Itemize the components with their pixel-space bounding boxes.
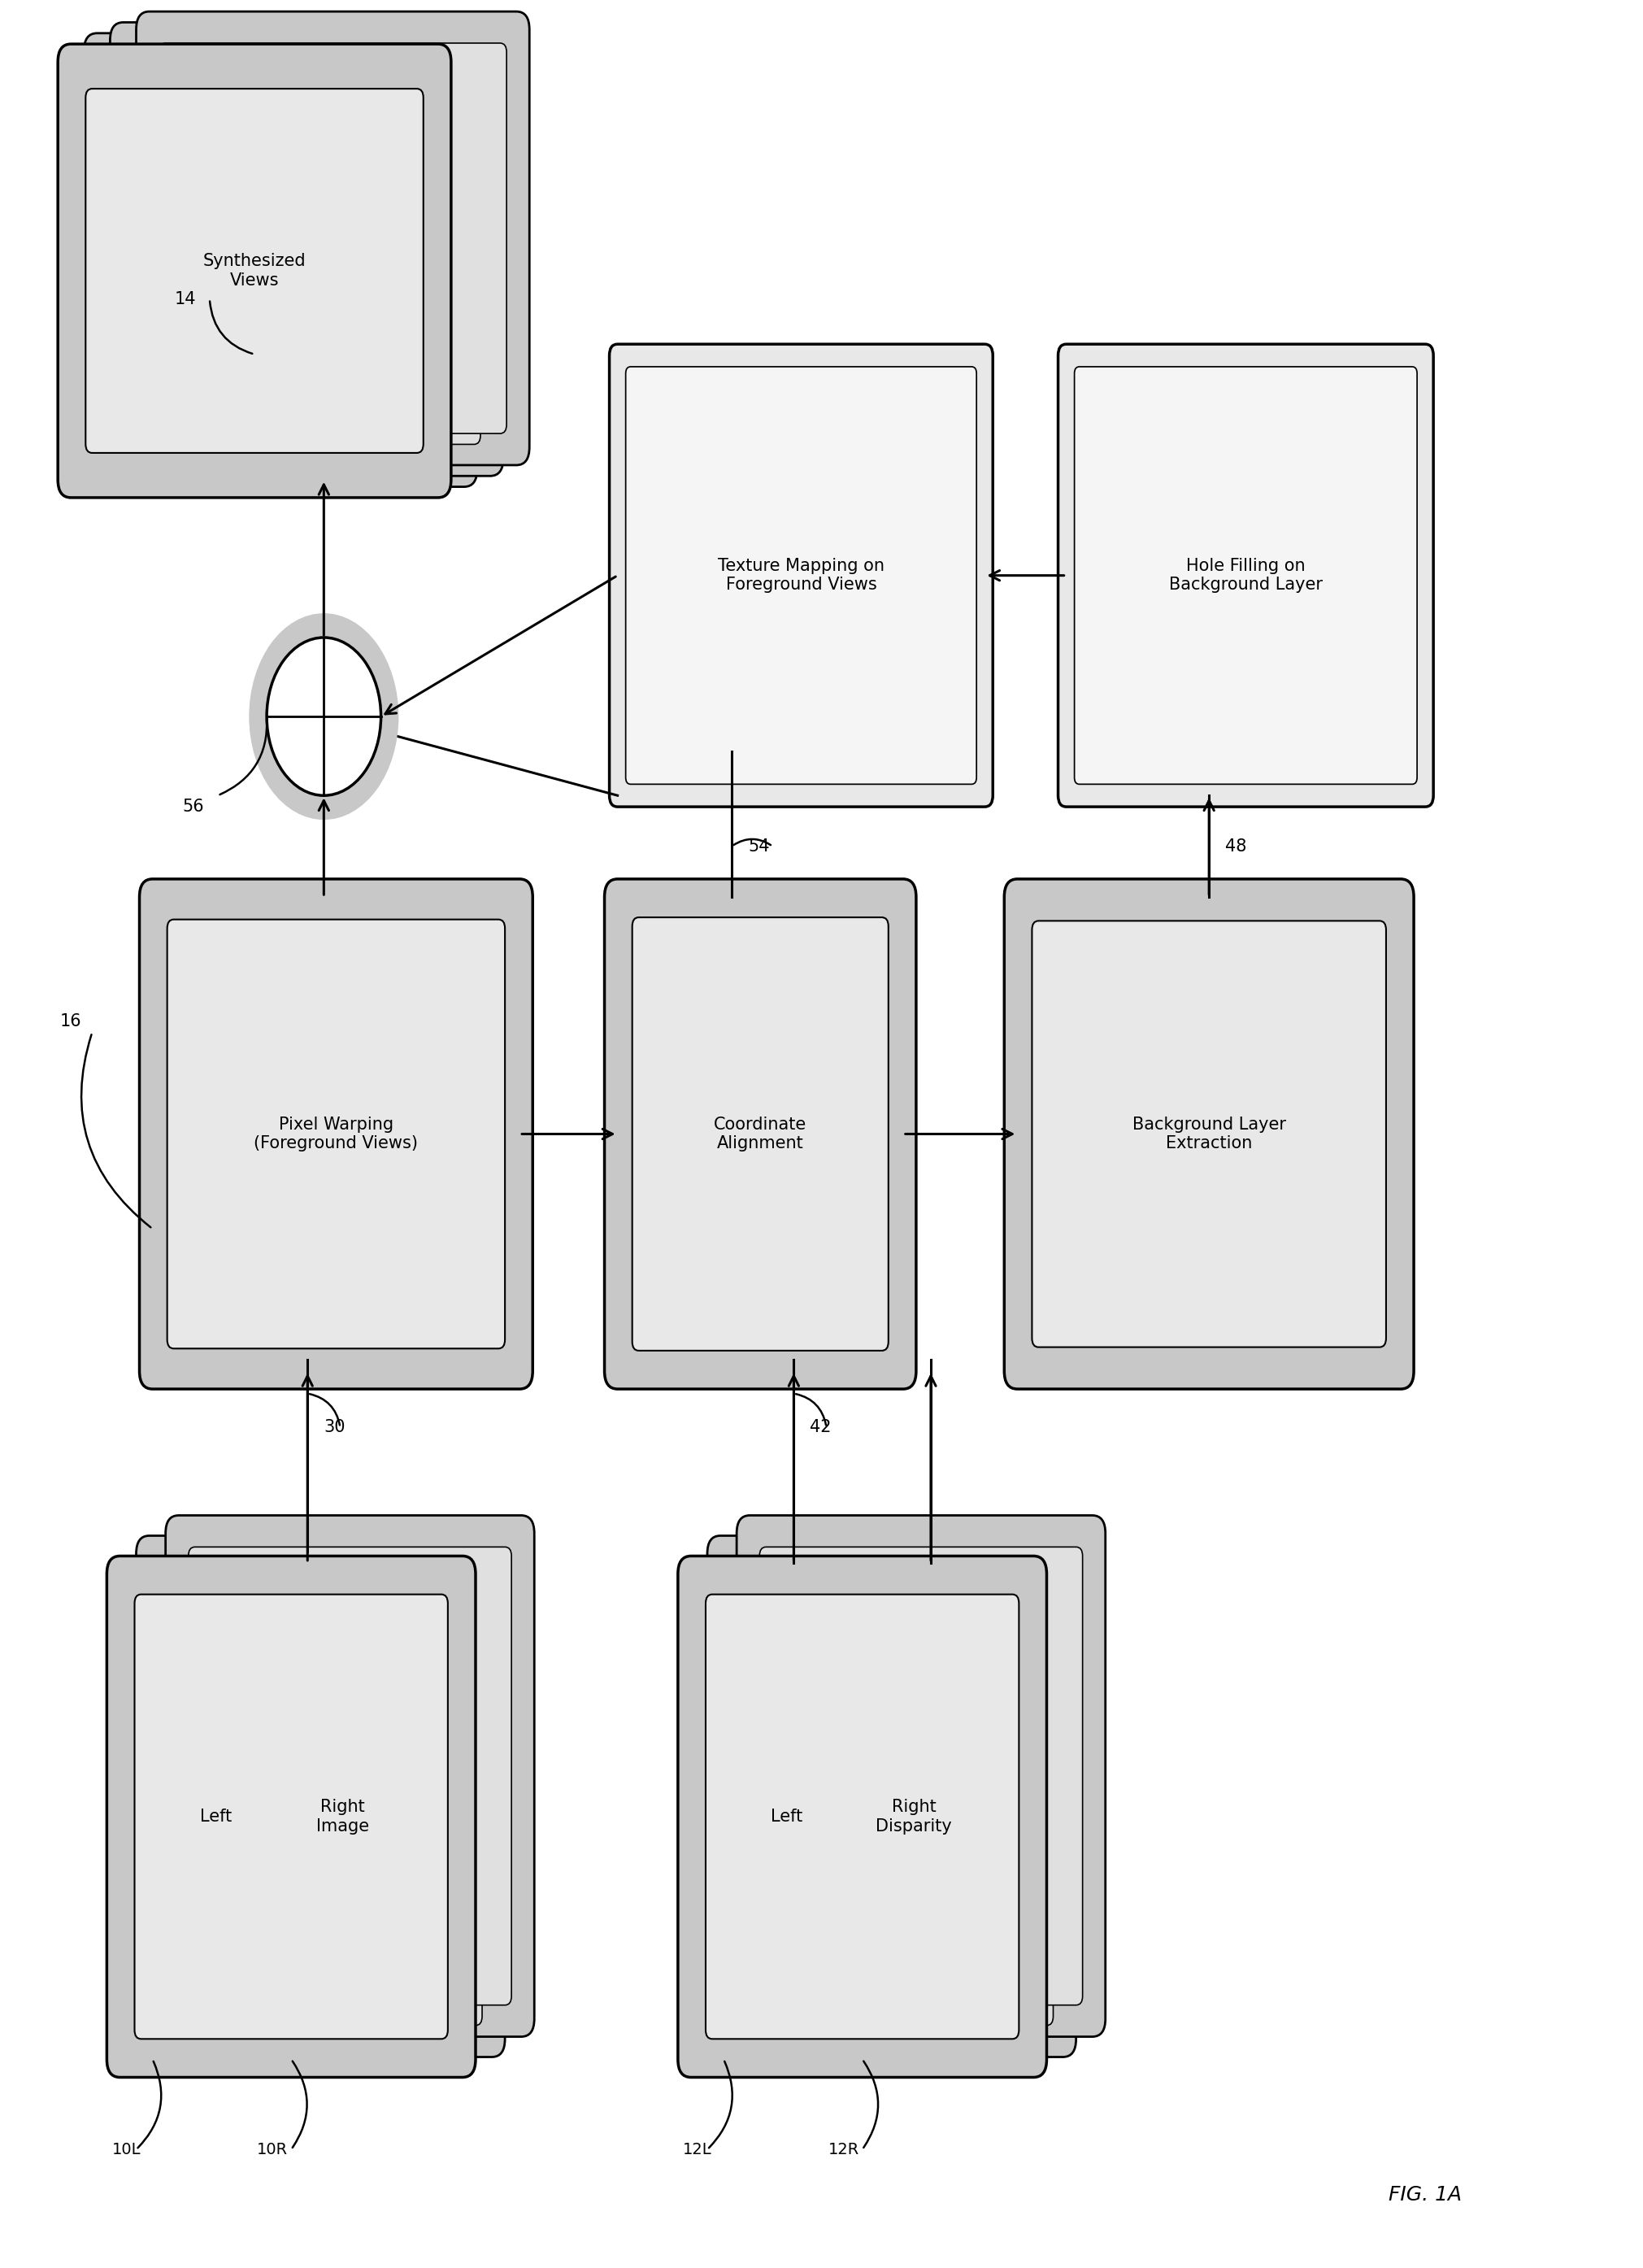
Text: Pixel Warping
(Foreground Views): Pixel Warping (Foreground Views) [255,1116,419,1152]
Text: Left: Left [771,1808,803,1826]
FancyBboxPatch shape [1032,921,1387,1347]
Text: Left: Left [200,1808,232,1826]
FancyBboxPatch shape [626,367,976,785]
FancyBboxPatch shape [1058,345,1433,807]
Circle shape [250,615,398,819]
FancyBboxPatch shape [107,66,455,456]
Text: 30: 30 [324,1420,345,1436]
FancyBboxPatch shape [168,919,504,1349]
FancyBboxPatch shape [736,1515,1106,2037]
FancyBboxPatch shape [136,11,529,465]
FancyBboxPatch shape [159,1567,481,2025]
FancyBboxPatch shape [605,880,917,1388]
FancyBboxPatch shape [140,880,532,1388]
Text: FIG. 1A: FIG. 1A [1388,2184,1462,2204]
FancyBboxPatch shape [729,1567,1053,2025]
Text: 12L: 12L [683,2141,711,2157]
FancyBboxPatch shape [166,1515,534,2037]
Text: 16: 16 [61,1014,82,1030]
FancyBboxPatch shape [1004,880,1415,1388]
Text: 48: 48 [1226,839,1247,855]
FancyBboxPatch shape [136,1535,504,2057]
FancyBboxPatch shape [706,1535,1076,2057]
Text: 42: 42 [810,1420,831,1436]
Text: Texture Mapping on
Foreground Views: Texture Mapping on Foreground Views [718,558,884,592]
Text: 12R: 12R [828,2141,859,2157]
FancyBboxPatch shape [759,1547,1083,2005]
FancyBboxPatch shape [84,34,476,488]
FancyBboxPatch shape [633,916,889,1352]
FancyBboxPatch shape [159,43,506,433]
FancyBboxPatch shape [679,1556,1047,2077]
FancyBboxPatch shape [133,54,480,445]
FancyBboxPatch shape [135,1594,449,2039]
FancyBboxPatch shape [110,23,503,476]
Text: Right
Image: Right Image [315,1799,370,1835]
FancyBboxPatch shape [189,1547,511,2005]
FancyBboxPatch shape [107,1556,475,2077]
Text: Synthesized
Views: Synthesized Views [204,254,306,288]
Text: Right
Disparity: Right Disparity [876,1799,951,1835]
Text: Hole Filling on
Background Layer: Hole Filling on Background Layer [1168,558,1323,592]
Text: Background Layer
Extraction: Background Layer Extraction [1132,1116,1286,1152]
Text: 56: 56 [182,798,204,814]
Circle shape [266,637,381,796]
Text: Coordinate
Alignment: Coordinate Alignment [713,1116,807,1152]
FancyBboxPatch shape [610,345,992,807]
Text: 10R: 10R [256,2141,288,2157]
FancyBboxPatch shape [58,43,452,497]
FancyBboxPatch shape [1075,367,1416,785]
Text: 14: 14 [174,290,196,306]
FancyBboxPatch shape [705,1594,1019,2039]
Text: 10L: 10L [112,2141,141,2157]
Text: 54: 54 [748,839,769,855]
FancyBboxPatch shape [85,88,424,454]
